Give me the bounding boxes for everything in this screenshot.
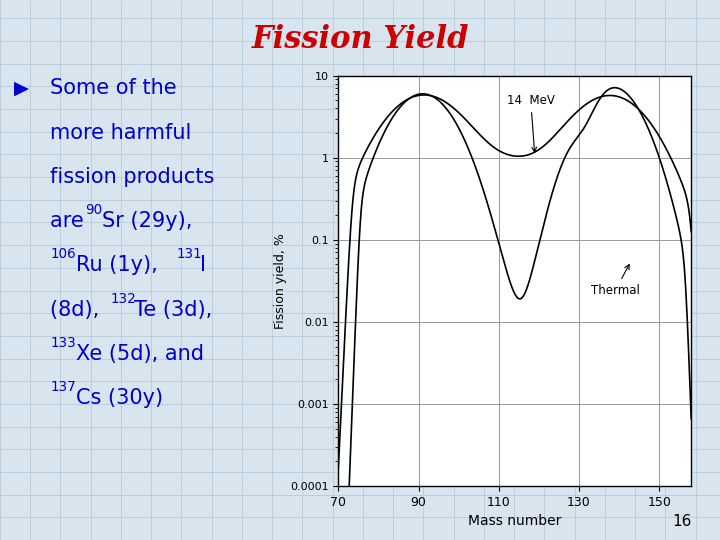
Text: Thermal: Thermal <box>591 265 640 297</box>
Text: Some of the: Some of the <box>50 78 177 98</box>
Text: 106: 106 <box>50 247 76 261</box>
Text: (8d),: (8d), <box>50 300 113 320</box>
Text: Sr (29y),: Sr (29y), <box>102 211 193 231</box>
Text: 137: 137 <box>50 380 76 394</box>
Text: are: are <box>50 211 91 231</box>
Text: Te (3d),: Te (3d), <box>134 300 212 320</box>
Text: 131: 131 <box>176 247 202 261</box>
X-axis label: Mass number: Mass number <box>468 514 562 528</box>
Text: Ru (1y),: Ru (1y), <box>76 255 171 275</box>
Text: Xe (5d), and: Xe (5d), and <box>76 344 204 364</box>
Text: 16: 16 <box>672 514 691 529</box>
Text: 133: 133 <box>50 336 76 350</box>
Text: more harmful: more harmful <box>50 123 192 143</box>
Text: fission products: fission products <box>50 167 215 187</box>
Y-axis label: Fission yield, %: Fission yield, % <box>274 233 287 329</box>
Text: I: I <box>200 255 206 275</box>
Text: Cs (30y): Cs (30y) <box>76 388 163 408</box>
Text: Fission Yield: Fission Yield <box>251 24 469 55</box>
Text: 14  MeV: 14 MeV <box>507 94 554 152</box>
Text: ▶: ▶ <box>14 78 30 97</box>
Text: 90: 90 <box>85 203 102 217</box>
Text: 132: 132 <box>110 292 136 306</box>
